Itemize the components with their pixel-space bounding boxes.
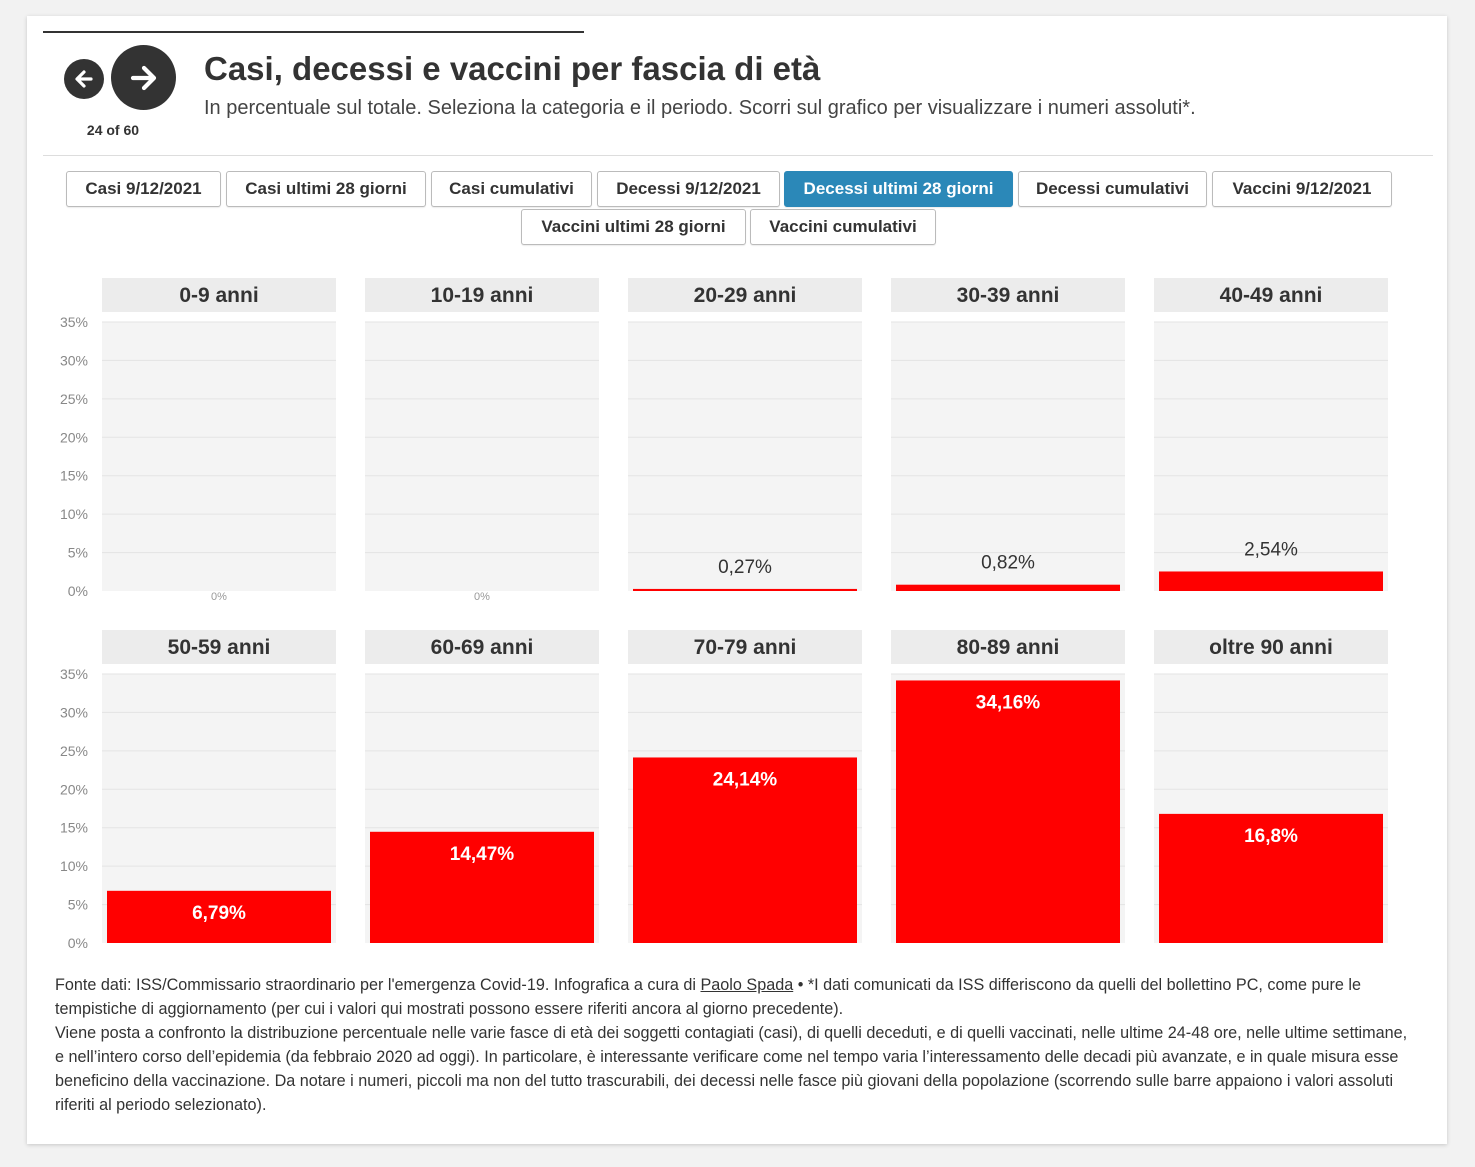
panel-header [102, 278, 336, 312]
panel-title: 40-49 anni [1220, 284, 1323, 307]
panel-title: 20-29 anni [694, 284, 797, 307]
footer-description: Viene posta a confronto la distribuzione… [55, 1024, 1408, 1114]
y-tick-label: 30% [60, 352, 88, 368]
panel-header [891, 630, 1125, 664]
bar-value-label: 24,14% [713, 769, 778, 790]
panel-header [628, 630, 862, 664]
y-tick-label: 25% [60, 743, 88, 759]
panel-plot-area [365, 322, 599, 591]
bar-value-label: 14,47% [450, 844, 515, 865]
panel-header [102, 630, 336, 664]
bar [1159, 571, 1383, 591]
bar-value-label: 2,54% [1244, 539, 1298, 560]
panel-header [628, 278, 862, 312]
next-button[interactable] [111, 45, 176, 110]
panel-plot-area [891, 322, 1125, 591]
panel-title: oltre 90 anni [1209, 636, 1333, 659]
panel-title: 0-9 anni [179, 284, 258, 307]
bar-value-label: 34,16% [976, 692, 1041, 713]
y-tick-label: 25% [60, 391, 88, 407]
y-tick-label: 35% [60, 666, 88, 682]
bar-value-label: 6,79% [192, 903, 246, 924]
page-title: Casi, decessi e vaccini per fascia di et… [204, 50, 821, 87]
y-tick-label: 30% [60, 704, 88, 720]
previous-button[interactable] [64, 59, 104, 99]
bar-value-label: 16,8% [1244, 826, 1298, 847]
panel-title: 50-59 anni [168, 636, 271, 659]
header-divider [43, 155, 1433, 156]
bar [633, 588, 857, 591]
y-tick-label: 0% [68, 583, 88, 599]
panel-title: 80-89 anni [957, 636, 1060, 659]
y-tick-label: 20% [60, 429, 88, 445]
y-tick-label: 20% [60, 781, 88, 797]
panel-header [365, 630, 599, 664]
slide-counter: 24 of 60 [86, 122, 140, 138]
tab-decessi-cumulativi[interactable]: Decessi cumulativi [1018, 171, 1207, 207]
panel-title: 10-19 anni [431, 284, 534, 307]
panel-header [1154, 630, 1388, 664]
panel-header [365, 278, 599, 312]
author-link[interactable]: Paolo Spada [700, 976, 794, 994]
arrow-left-icon [75, 70, 93, 88]
panel-title: 70-79 anni [694, 636, 797, 659]
bar-value-label: 0% [474, 591, 490, 603]
bar-value-label: 0% [211, 591, 227, 603]
tab-casi-giorno[interactable]: Casi 9/12/2021 [66, 171, 221, 207]
y-tick-label: 35% [60, 314, 88, 330]
bar-value-label: 0,27% [718, 557, 772, 578]
tab-casi-cumulativi[interactable]: Casi cumulativi [431, 171, 592, 207]
tab-decessi-giorno[interactable]: Decessi 9/12/2021 [597, 171, 780, 207]
footer-notes: Fonte dati: ISS/Commissario straordinari… [55, 973, 1420, 1117]
y-tick-label: 5% [68, 897, 88, 913]
tab-vaccini-28-giorni[interactable]: Vaccini ultimi 28 giorni [521, 209, 746, 245]
bar [1159, 813, 1383, 943]
tab-casi-28-giorni[interactable]: Casi ultimi 28 giorni [226, 171, 426, 207]
bar [896, 680, 1120, 943]
panel-plot-area [1154, 322, 1388, 591]
y-tick-label: 15% [60, 820, 88, 836]
bar [107, 890, 331, 943]
y-tick-label: 5% [68, 545, 88, 561]
panel-plot-area [628, 322, 862, 591]
panel-title: 30-39 anni [957, 284, 1060, 307]
top-rule [43, 31, 584, 33]
footer-source: Fonte dati: ISS/Commissario straordinari… [55, 976, 1361, 1018]
panel-header [1154, 278, 1388, 312]
y-tick-label: 10% [60, 858, 88, 874]
y-tick-label: 15% [60, 468, 88, 484]
y-tick-label: 0% [68, 935, 88, 951]
bar [896, 584, 1120, 591]
bar-value-label: 0,82% [981, 553, 1035, 574]
tab-decessi-28-giorni[interactable]: Decessi ultimi 28 giorni [784, 171, 1013, 207]
tab-vaccini-cumulativi[interactable]: Vaccini cumulativi [750, 209, 936, 245]
tab-vaccini-giorno[interactable]: Vaccini 9/12/2021 [1212, 171, 1392, 207]
bar [633, 757, 857, 943]
panel-plot-area [102, 322, 336, 591]
arrow-right-icon [130, 65, 156, 90]
y-tick-label: 10% [60, 506, 88, 522]
panel-title: 60-69 anni [431, 636, 534, 659]
bar [370, 831, 594, 943]
panel-header [891, 278, 1125, 312]
page-subtitle: In percentuale sul totale. Seleziona la … [204, 97, 1196, 119]
